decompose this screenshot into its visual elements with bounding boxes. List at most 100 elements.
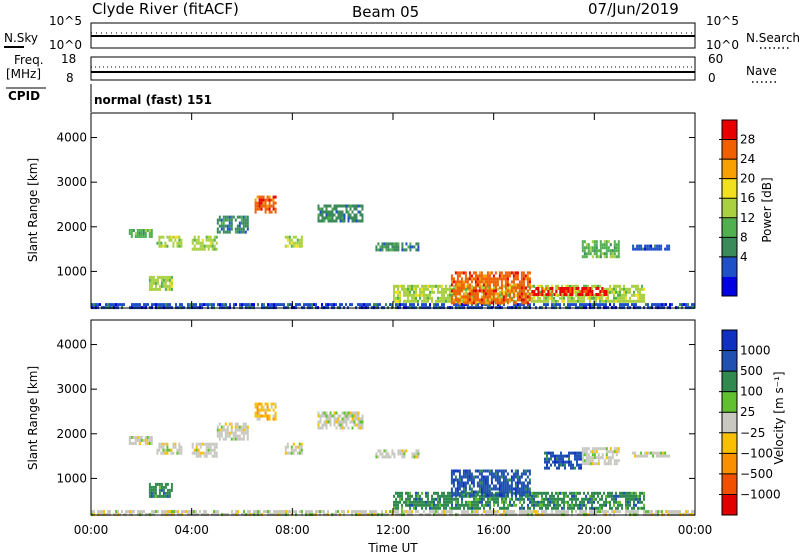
echo-cell: [617, 506, 619, 510]
echo-cell: [170, 235, 173, 239]
echo-cell: [441, 293, 443, 297]
echo-cell: [450, 298, 453, 302]
echo-cell: [423, 293, 425, 297]
echo-cell: [349, 414, 352, 418]
echo-cell: [475, 510, 477, 514]
echo-cell: [591, 459, 594, 463]
echo-cell: [512, 292, 515, 296]
echo-cell: [460, 484, 463, 488]
echo-cell: [393, 245, 396, 249]
echo-cell: [468, 271, 471, 275]
echo-cell: [134, 235, 137, 238]
echo-cell: [160, 442, 163, 446]
echo-cell: [591, 246, 594, 250]
echo-cell: [456, 481, 459, 485]
echo-cell: [489, 500, 491, 504]
echo-cell: [611, 506, 613, 510]
echo-cell: [522, 484, 525, 488]
echo-cell: [321, 216, 324, 220]
echo-cell: [571, 494, 573, 498]
echo-cell: [524, 298, 527, 302]
echo-cell: [502, 475, 505, 479]
echo-cell: [274, 195, 277, 199]
echo-cell: [266, 414, 269, 418]
echo-cell: [166, 244, 169, 248]
echo-cell: [425, 506, 427, 510]
echo-cell: [363, 510, 365, 514]
echo-cell: [613, 293, 615, 297]
echo-cell: [156, 281, 159, 285]
echo-cell: [510, 286, 513, 290]
echo-cell: [443, 506, 445, 510]
echo-cell: [415, 500, 417, 504]
echo-cell: [456, 487, 459, 491]
echo-cell: [469, 491, 471, 495]
echo-cell: [589, 462, 592, 466]
echo-cell: [518, 283, 521, 287]
echo-cell: [647, 510, 649, 514]
echo-cell: [359, 204, 362, 208]
echo-cell: [294, 445, 297, 449]
echo-cell: [557, 497, 559, 501]
echo-cell: [527, 497, 529, 501]
echo-cell: [437, 491, 439, 495]
echo-region: [284, 235, 303, 248]
echo-cell: [468, 487, 471, 491]
echo-cell: [476, 484, 479, 488]
echo-cell: [178, 442, 181, 446]
echo-cell: [361, 204, 364, 208]
echo-cell: [615, 491, 617, 495]
echo-cell: [246, 221, 249, 225]
echo-cell: [160, 494, 163, 498]
echo-cell: [518, 286, 521, 290]
echo-cell: [256, 207, 259, 211]
echo-cell: [471, 284, 473, 288]
echo-cell: [339, 219, 342, 223]
echo-cell: [520, 277, 523, 281]
echo-cell: [578, 463, 580, 467]
echo-cell: [508, 295, 511, 299]
echo-cell: [550, 463, 552, 467]
echo-cell: [272, 204, 275, 208]
echo-cell: [205, 238, 208, 242]
echo-cell: [482, 478, 485, 482]
echo-cell: [415, 290, 417, 294]
echo-cell: [160, 485, 163, 489]
echo-cell: [514, 277, 517, 281]
echo-cell: [290, 451, 293, 455]
echo-cell: [449, 497, 451, 501]
echo-cell: [140, 229, 143, 232]
freq-frame: [90, 56, 696, 81]
echo-cell: [439, 296, 441, 300]
echo-cell: [329, 219, 332, 223]
echo-cell: [153, 303, 155, 307]
echo-cell: [518, 490, 521, 494]
echo-cell: [423, 503, 425, 507]
echo-cell: [478, 298, 481, 302]
echo-cell: [235, 510, 237, 514]
echo-cell: [480, 478, 483, 482]
echo-cell: [589, 497, 591, 501]
echo-cell: [619, 510, 621, 514]
echo-cell: [589, 510, 591, 514]
echo-cell: [565, 293, 568, 296]
echo-cell: [132, 229, 135, 232]
echo-cell: [493, 503, 495, 507]
echo-cell: [218, 437, 221, 441]
echo-cell: [474, 274, 477, 278]
echo-cell: [599, 252, 602, 256]
echo-cell: [387, 248, 390, 252]
echo-cell: [520, 298, 523, 302]
echo-cell: [522, 283, 525, 287]
echo-cell: [437, 296, 439, 300]
echo-cell: [533, 500, 535, 504]
echo-cell: [551, 296, 553, 300]
echo-cell: [571, 290, 574, 293]
echo-cell: [452, 277, 455, 281]
echo-cell: [177, 510, 179, 514]
echo-cell: [625, 497, 627, 501]
echo-cell: [506, 481, 509, 485]
echo-cell: [447, 500, 449, 504]
echo-cell: [599, 303, 601, 307]
